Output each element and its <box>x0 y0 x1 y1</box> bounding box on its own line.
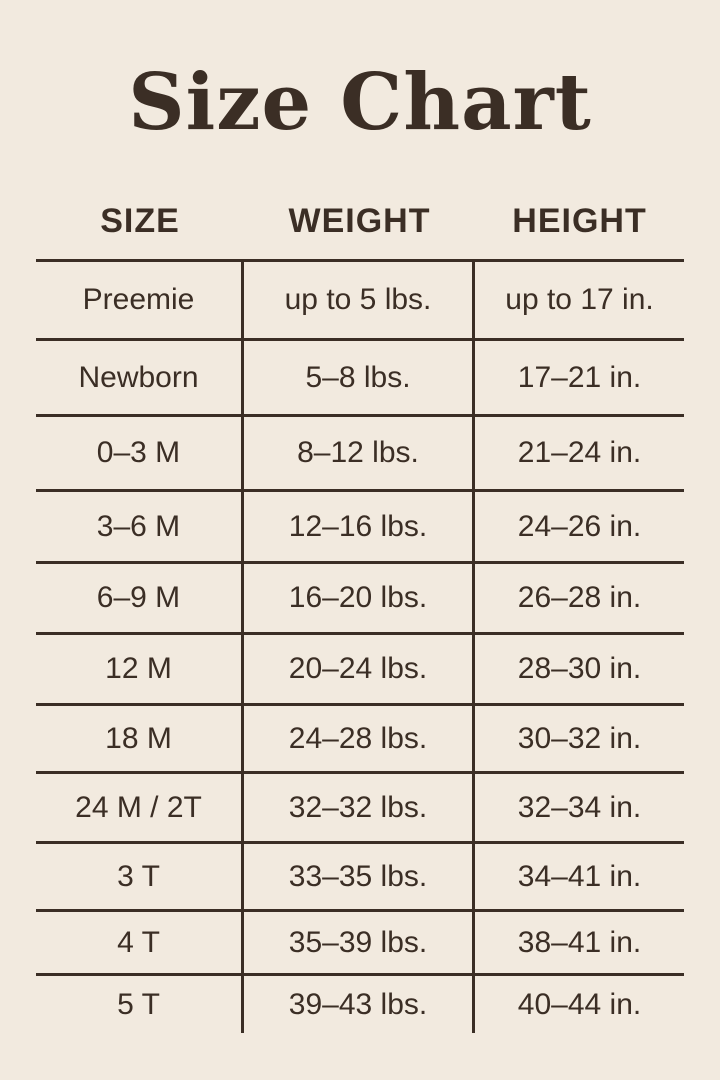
table-row: 4 T 35–39 lbs. 38–41 in. <box>36 909 684 973</box>
weight-cell: 39–43 lbs. <box>244 976 475 1033</box>
page-title: Size Chart <box>128 57 592 148</box>
height-cell: 34–41 in. <box>517 859 642 893</box>
weight-cell: 5–8 lbs. <box>244 341 475 414</box>
weight-cell: 20–24 lbs. <box>244 635 475 703</box>
table-row: Preemie up to 5 lbs. up to 17 in. <box>36 259 684 338</box>
height-cell: 38–41 in. <box>517 925 642 959</box>
table-row: Newborn 5–8 lbs. 17–21 in. <box>36 338 684 414</box>
height-cell: 40–44 in. <box>517 987 642 1021</box>
size-cell: Preemie <box>36 262 244 338</box>
size-cell: 3–6 M <box>36 492 244 561</box>
weight-cell: 33–35 lbs. <box>244 844 475 909</box>
size-cell: 24 M / 2T <box>36 774 244 841</box>
weight-cell: 32–32 lbs. <box>244 774 475 841</box>
size-cell: 3 T <box>36 844 244 909</box>
header-height: HEIGHT <box>512 202 647 240</box>
height-cell: up to 17 in. <box>505 283 654 316</box>
height-cell: 28–30 in. <box>517 652 642 685</box>
size-cell: 4 T <box>36 912 244 973</box>
table-row: 5 T 39–43 lbs. 40–44 in. <box>36 973 684 1033</box>
size-cell: 5 T <box>36 976 244 1033</box>
weight-cell: 35–39 lbs. <box>244 912 475 973</box>
weight-cell: 16–20 lbs. <box>244 564 475 632</box>
header-size: SIZE <box>100 202 180 240</box>
size-table: Preemie up to 5 lbs. up to 17 in. Newborn 5–… <box>36 259 684 1033</box>
table-row: 12 M 20–24 lbs. 28–30 in. <box>36 632 684 703</box>
size-cell: 18 M <box>36 706 244 771</box>
table-row: 6–9 M 16–20 lbs. 26–28 in. <box>36 561 684 632</box>
weight-cell: 8–12 lbs. <box>244 417 475 489</box>
size-cell: 12 M <box>36 635 244 703</box>
size-cell: 0–3 M <box>36 417 244 489</box>
table-row: 3 T 33–35 lbs. 34–41 in. <box>36 841 684 909</box>
height-cell: 24–26 in. <box>517 509 642 543</box>
height-cell: 30–32 in. <box>517 721 642 755</box>
height-cell: 26–28 in. <box>517 581 642 614</box>
weight-cell: 24–28 lbs. <box>244 706 475 771</box>
height-cell: 21–24 in. <box>517 436 642 469</box>
table-row: 18 M 24–28 lbs. 30–32 in. <box>36 703 684 771</box>
table-header: SIZE WEIGHT HEIGHT <box>36 196 684 246</box>
size-cell: Newborn <box>36 341 244 414</box>
size-cell: 6–9 M <box>36 564 244 632</box>
weight-cell: up to 5 lbs. <box>244 262 475 338</box>
header-weight: WEIGHT <box>288 202 431 240</box>
table-row: 24 M / 2T 32–32 lbs. 32–34 in. <box>36 771 684 841</box>
height-cell: 32–34 in. <box>517 790 642 824</box>
table-row: 3–6 M 12–16 lbs. 24–26 in. <box>36 489 684 561</box>
weight-cell: 12–16 lbs. <box>244 492 475 561</box>
table-row: 0–3 M 8–12 lbs. 21–24 in. <box>36 414 684 489</box>
height-cell: 17–21 in. <box>517 360 642 394</box>
